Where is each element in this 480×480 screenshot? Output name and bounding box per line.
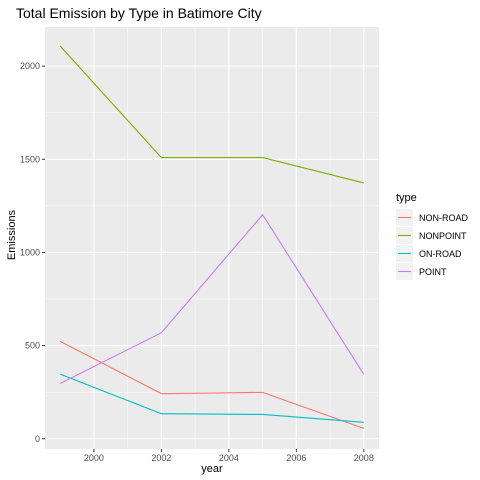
y-tick-label: 2000: [20, 61, 40, 71]
y-axis-title: Emissions: [6, 209, 18, 260]
plot-panel: [45, 27, 379, 449]
x-tick-label: 2002: [151, 453, 171, 463]
series-line-non-road: [59, 340, 365, 429]
legend-label-nonpoint: NONPOINT: [419, 231, 467, 241]
grid-minor: [45, 27, 379, 449]
legend-label-on-road: ON-ROAD: [419, 249, 462, 259]
legend: type NON-ROAD NONPOINT ON-ROAD POINT: [396, 192, 468, 280]
y-tick-label: 0: [35, 434, 40, 444]
x-tick-label: 2006: [286, 453, 306, 463]
x-tick-label: 2008: [354, 453, 374, 463]
grid-major: [45, 27, 379, 449]
x-tick-label: 2004: [219, 453, 239, 463]
series-line-on-road: [59, 373, 364, 423]
legend-label-non-road: NON-ROAD: [419, 213, 468, 223]
y-axis: 0 500 1000 1500 2000: [20, 61, 45, 444]
legend-label-point: POINT: [419, 267, 447, 277]
series-lines: [59, 45, 365, 429]
x-axis: 2000 2002 2004 2006 2008: [84, 449, 374, 463]
y-tick-label: 500: [25, 341, 40, 351]
legend-title: type: [396, 192, 417, 204]
chart-title: Total Emission by Type in Batimore City: [16, 5, 262, 21]
series-line-nonpoint: [59, 45, 364, 184]
y-tick-label: 1000: [20, 247, 40, 257]
x-axis-title: year: [201, 463, 223, 475]
series-line-point: [59, 213, 365, 384]
x-tick-label: 2000: [84, 453, 104, 463]
y-tick-label: 1500: [20, 154, 40, 164]
